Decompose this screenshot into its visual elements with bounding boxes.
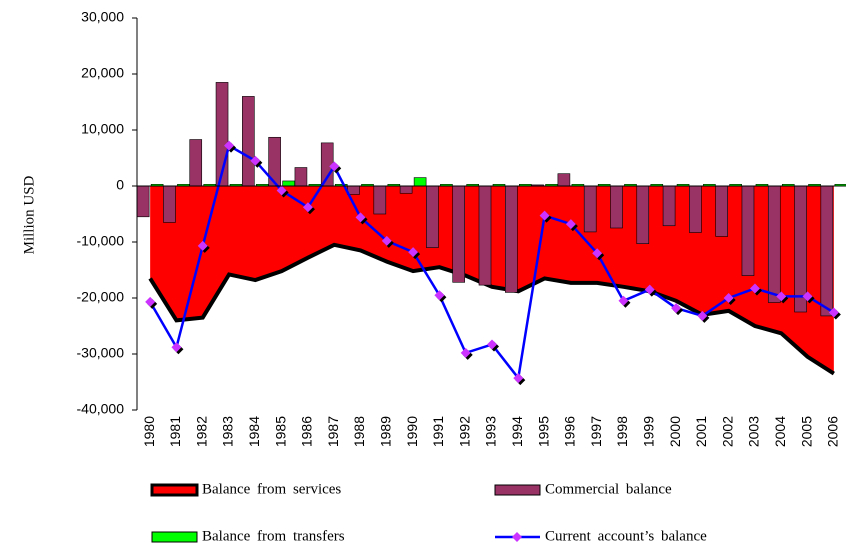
legend-swatch [151,531,198,543]
y-tick-label: -10,000 [77,233,125,249]
bar [136,185,150,218]
bar [715,185,728,237]
marker [434,290,445,301]
marker [171,342,182,353]
legend-swatch [150,483,199,497]
x-tick-label: 1991 [430,416,446,447]
x-tick-label: 2001 [693,416,709,447]
marker [749,283,760,294]
marker [565,219,576,230]
x-tick-label: 2002 [719,416,735,447]
marker [276,185,287,196]
bar [373,185,387,215]
x-tick-label: 1997 [588,416,604,447]
bar [504,185,518,293]
x-tick-label: 1981 [167,416,183,447]
legend-label: Balance from services [202,481,341,497]
bar [242,96,255,187]
bar [413,177,427,187]
marker [487,339,497,350]
bar [163,185,176,223]
x-tick-label: 1999 [640,416,656,447]
x-tick-label: 2005 [798,416,814,447]
marker [539,210,550,221]
y-axis-title: Million USD [21,175,37,254]
bar [557,173,571,187]
x-tick-label: 1994 [509,416,525,447]
marker [618,295,629,306]
marker [250,155,261,166]
x-tick-label: 1980 [141,416,157,447]
legend-marker [512,532,522,542]
bar [294,167,308,187]
x-tick-label: 1990 [404,416,420,447]
legend-label: Current account’s balance [545,528,707,544]
x-tick-label: 1985 [272,416,288,447]
marker [828,307,839,318]
x-tick-label: 2003 [746,416,762,447]
y-tick-label: -40,000 [77,401,125,417]
legend-label: Commercial balance [545,481,672,497]
marker [671,303,682,314]
marker [802,291,813,302]
y-tick-label: 10,000 [81,121,124,137]
y-tick-label: -20,000 [77,289,125,305]
marker [329,161,340,172]
marker [302,202,313,213]
marker [723,293,734,303]
y-tick-label: 20,000 [81,65,124,81]
bar [189,139,203,187]
bar [282,180,295,187]
area-outline [148,242,835,376]
bar [583,185,597,233]
marker [460,347,471,358]
legend-swatch [494,484,541,496]
bar [610,185,623,229]
x-tick-label: 1986 [299,416,315,447]
bar [741,185,755,276]
bar [478,185,492,286]
bar [820,185,834,317]
x-tick-label: 1982 [193,416,209,447]
x-tick-label: 1996 [562,416,578,447]
marker [697,310,708,321]
x-tick-label: 1987 [325,416,341,447]
bar [636,185,650,244]
y-tick-label: -30,000 [77,345,125,361]
x-tick-label: 2006 [825,416,841,447]
bar [399,185,413,194]
legend-label: Balance from transfers [202,528,345,544]
x-tick-label: 1993 [483,416,499,447]
marker [776,291,787,302]
x-tick-label: 1988 [351,416,367,447]
marker [355,212,366,223]
bar [426,185,439,248]
bar [662,185,676,227]
marker [592,248,603,259]
marker [644,284,655,295]
x-tick-label: 1992 [456,416,472,447]
bar [767,185,781,303]
x-tick-label: 1995 [535,416,551,447]
y-tick-label: 30,000 [81,9,124,25]
marker [408,247,419,258]
marker [224,140,235,151]
x-tick-label: 1998 [614,416,630,447]
x-tick-label: 1984 [246,416,262,447]
area [150,186,834,374]
marker [197,240,208,251]
bar [452,185,466,283]
bar [689,185,702,233]
x-tick-label: 1983 [220,416,236,447]
x-tick-label: 2000 [667,416,683,447]
marker [513,373,524,384]
marker [145,296,156,307]
y-tick-label: 0 [116,177,124,193]
x-tick-label: 2004 [772,416,788,447]
x-tick-label: 1989 [378,416,394,447]
bar [794,185,807,313]
marker [381,235,392,246]
